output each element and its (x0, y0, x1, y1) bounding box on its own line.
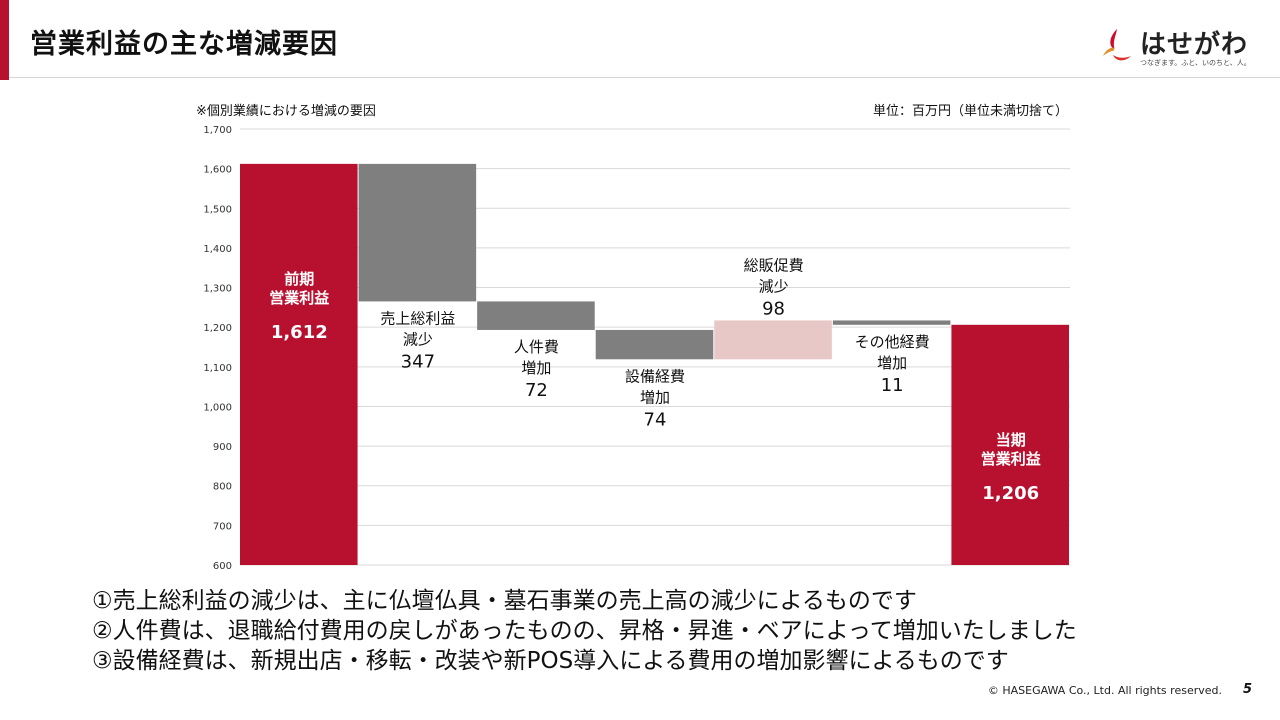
y-tick-label: 1,400 (203, 244, 232, 255)
bar-value-label: 98 (762, 298, 785, 319)
y-tick-label: 1,700 (203, 125, 232, 136)
chart-unit-label: 単位：百万円（単位未満切捨て） (872, 104, 1068, 119)
waterfall-bar (595, 329, 714, 360)
bar-value-label: 74 (644, 409, 667, 430)
bar-category-label: 増加 (521, 359, 551, 377)
y-tick-label: 900 (213, 442, 232, 453)
copyright-text: © HASEGAWA Co., Ltd. All rights reserved… (987, 684, 1222, 697)
explanation-item: ③設備経費は、新規出店・移転・改装や新POS導入による費用の増加影響によるもので… (92, 648, 1009, 674)
y-tick-label: 1,300 (203, 284, 232, 295)
bar-category-label: 人件費 (514, 338, 559, 356)
waterfall-bar (951, 324, 1069, 565)
waterfall-bar (240, 163, 358, 565)
y-tick-label: 1,000 (203, 402, 232, 413)
bar-category-label: 前期 (284, 270, 314, 288)
bar-category-label: 営業利益 (269, 289, 329, 307)
page-title: 営業利益の主な増減要因 (30, 29, 338, 60)
logo-tagline: つなぎます。ふと、いのちと、人。 (1140, 59, 1251, 67)
explanation-list: ①売上総利益の減少は、主に仏壇仏具・墓石事業の売上高の減少によるものです ②人件… (92, 586, 1077, 676)
bar-value-label: 1,206 (982, 483, 1039, 504)
bar-category-label: 総販促費 (744, 256, 804, 274)
y-tick-label: 1,600 (203, 165, 232, 176)
bar-value-label: 347 (401, 351, 435, 372)
y-tick-label: 700 (213, 521, 232, 532)
bar-category-label: その他経費 (855, 333, 930, 351)
logo-flame-icon (1103, 29, 1131, 61)
waterfall-bar (832, 320, 951, 325)
y-tick-label: 1,100 (203, 363, 232, 374)
bar-category-label: 営業利益 (981, 450, 1041, 468)
y-tick-label: 1,500 (203, 204, 232, 215)
bar-value-label: 72 (525, 380, 548, 401)
bar-category-label: 減少 (403, 330, 433, 348)
page-number: 5 (1242, 682, 1252, 697)
explanation-item: ②人件費は、退職給付費用の戻しがあったものの、昇格・昇進・ベアによって増加いたし… (92, 618, 1077, 644)
chart-note: ※個別業績における増減の要因 (196, 104, 376, 119)
y-tick-label: 800 (213, 482, 232, 493)
company-logo: はせがわ つなぎます。ふと、いのちと、人。 (1098, 26, 1258, 74)
bar-category-label: 減少 (759, 277, 789, 295)
waterfall-bar (714, 320, 832, 360)
logo-name: はせがわ (1140, 30, 1249, 60)
bar-category-label: 当期 (996, 431, 1026, 449)
waterfall-bar (477, 301, 595, 330)
bar-category-label: 増加 (877, 354, 907, 372)
bar-value-label: 1,612 (271, 322, 328, 343)
title-accent-bar (0, 0, 9, 80)
explanation-item: ①売上総利益の減少は、主に仏壇仏具・墓石事業の売上高の減少によるものです (92, 588, 917, 614)
bar-category-label: 設備経費 (625, 367, 685, 385)
y-tick-label: 600 (213, 561, 232, 572)
waterfall-bar (358, 163, 477, 302)
y-tick-label: 1,200 (203, 323, 232, 334)
bar-value-label: 11 (881, 375, 904, 396)
bar-category-label: 増加 (640, 388, 670, 406)
header-divider (9, 77, 1280, 78)
bar-category-label: 売上総利益 (380, 309, 455, 327)
